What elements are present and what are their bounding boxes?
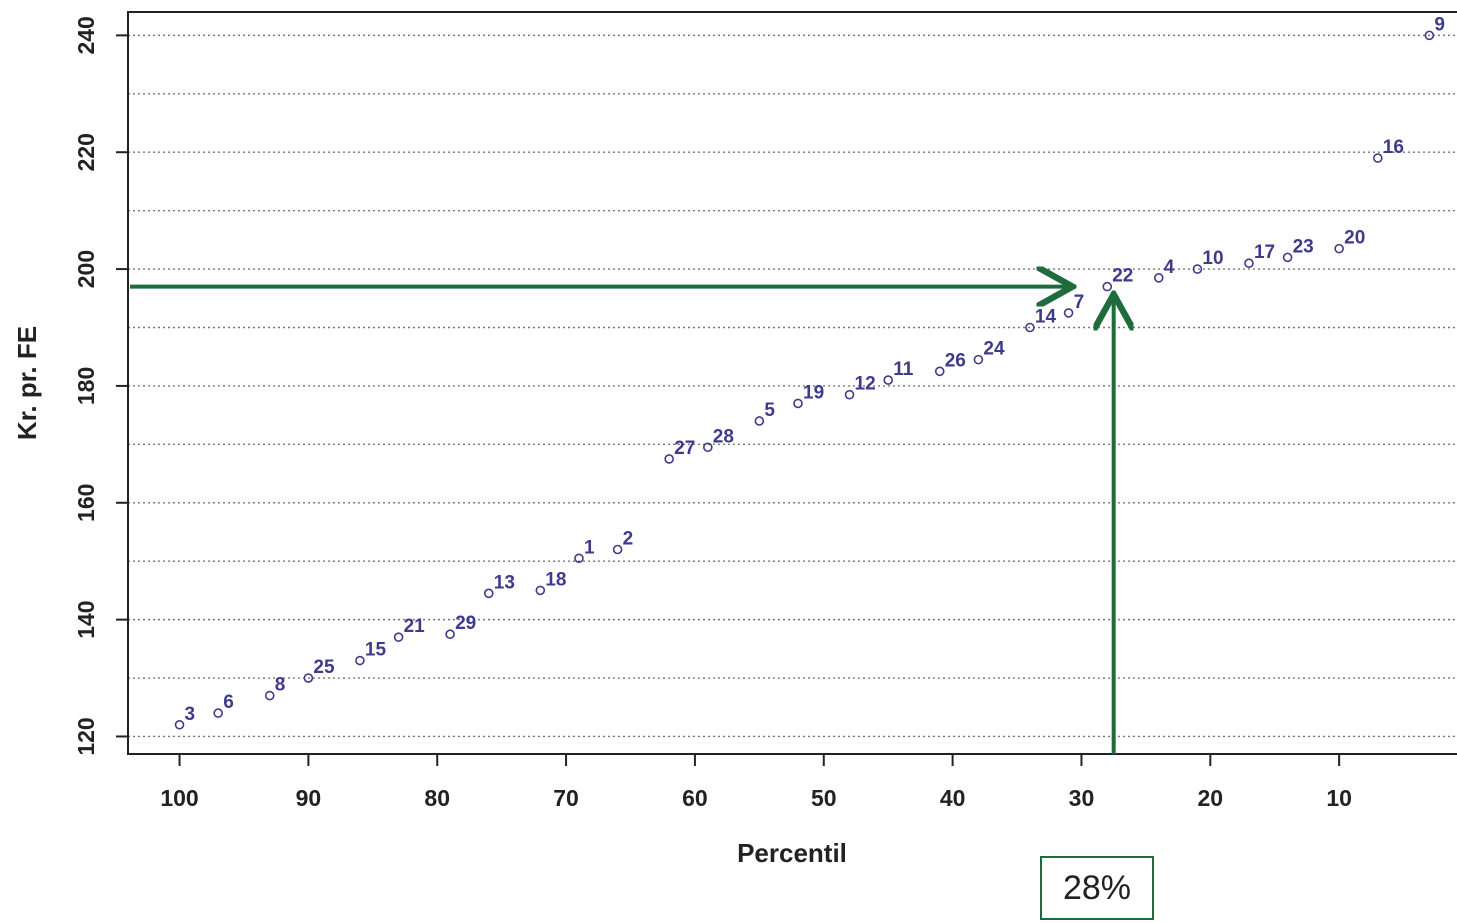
data-point — [1244, 258, 1254, 269]
y-tick-label: 240 — [73, 16, 99, 54]
annotation-arrows — [130, 287, 1114, 754]
x-axis: 1009080706050403020100 — [160, 754, 1352, 811]
y-tick-label: 220 — [73, 133, 99, 171]
data-point — [483, 588, 494, 599]
data-point — [1063, 308, 1074, 318]
y-tick-label: 180 — [73, 367, 99, 405]
point-label: 8 — [275, 675, 286, 696]
point-label: 28 — [713, 426, 734, 447]
data-point — [393, 632, 404, 642]
data-point — [1192, 264, 1203, 274]
x-tick-label: 20 — [1198, 785, 1224, 811]
data-point — [264, 690, 275, 701]
point-label: 23 — [1293, 236, 1314, 257]
data-point — [1373, 153, 1383, 163]
data-point — [303, 673, 314, 683]
point-label: 6 — [223, 692, 234, 713]
data-point — [1153, 273, 1164, 283]
gridlines — [128, 34, 1457, 738]
data-point — [445, 629, 455, 640]
plot-frame — [127, 11, 1457, 755]
x-tick-label: 40 — [940, 785, 966, 811]
data-point — [1102, 281, 1113, 292]
data-point — [1424, 30, 1435, 41]
data-point — [1334, 243, 1344, 254]
point-label: 18 — [545, 569, 566, 590]
point-label: 11 — [893, 359, 914, 380]
data-point — [213, 708, 223, 718]
point-label: 2 — [623, 529, 634, 550]
data-point — [973, 354, 984, 365]
percentile-callout: 28% — [1040, 856, 1154, 920]
point-label: 1 — [584, 537, 595, 558]
point-label: 22 — [1112, 266, 1133, 287]
point-label: 26 — [945, 350, 966, 371]
point-label: 19 — [803, 382, 824, 403]
x-axis-title: Percentil — [737, 838, 847, 868]
point-label: 4 — [1164, 257, 1175, 278]
y-tick-label: 160 — [73, 484, 99, 522]
point-label: 20 — [1344, 228, 1365, 249]
y-axis: 120 140 160 180 200 220 240 — [73, 16, 128, 756]
point-label: 25 — [313, 657, 335, 678]
point-label: 12 — [855, 374, 876, 395]
point-label: 16 — [1383, 137, 1404, 158]
point-label: 13 — [494, 572, 515, 593]
y-tick-label: 120 — [73, 717, 99, 755]
x-tick-label: 30 — [1069, 785, 1095, 811]
data-point — [355, 655, 365, 666]
point-label: 10 — [1202, 248, 1223, 269]
point-label: 21 — [404, 616, 426, 637]
point-label: 14 — [1035, 306, 1057, 327]
data-point — [574, 553, 584, 564]
data-point — [1282, 252, 1293, 263]
x-tick-label: 70 — [553, 785, 579, 811]
point-label: 3 — [185, 704, 196, 725]
y-axis-title: Kr. pr. FE — [12, 326, 42, 440]
x-tick-label: 60 — [682, 785, 708, 811]
x-tick-label: 10 — [1326, 785, 1352, 811]
data-point — [174, 719, 185, 730]
point-label: 5 — [764, 400, 775, 421]
x-tick-label: 90 — [296, 785, 322, 811]
data-point — [664, 454, 674, 464]
data-point — [1025, 322, 1035, 333]
data-point — [754, 416, 765, 426]
point-label: 27 — [674, 438, 695, 459]
point-label: 24 — [983, 339, 1005, 360]
point-label: 15 — [365, 640, 387, 661]
x-tick-label: 50 — [811, 785, 837, 811]
data-point — [793, 398, 803, 409]
x-tick-label: 80 — [424, 785, 450, 811]
data-point — [883, 375, 893, 385]
data-point — [535, 585, 546, 596]
x-tick-label: 100 — [160, 785, 198, 811]
data-point — [844, 389, 855, 400]
data-point — [934, 366, 945, 377]
y-tick-label: 200 — [73, 250, 99, 288]
data-point — [703, 442, 713, 453]
point-label: 17 — [1254, 242, 1275, 263]
data-point — [612, 544, 623, 555]
point-label: 9 — [1434, 14, 1445, 35]
point-label: 7 — [1074, 292, 1085, 313]
y-tick-label: 140 — [73, 600, 99, 638]
point-label: 29 — [455, 613, 476, 634]
